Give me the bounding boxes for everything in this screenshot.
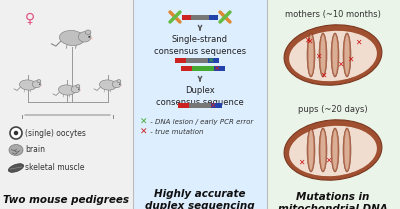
Text: Two mouse pedigrees: Two mouse pedigrees bbox=[3, 195, 129, 205]
Text: skeletal muscle: skeletal muscle bbox=[25, 163, 84, 172]
Ellipse shape bbox=[85, 30, 91, 34]
Ellipse shape bbox=[308, 130, 314, 170]
Ellipse shape bbox=[344, 130, 350, 170]
Ellipse shape bbox=[320, 130, 326, 170]
Text: Duplex
consensus sequence: Duplex consensus sequence bbox=[156, 86, 244, 107]
Ellipse shape bbox=[320, 35, 326, 75]
Text: ✕: ✕ bbox=[348, 55, 354, 64]
Ellipse shape bbox=[76, 84, 80, 88]
Ellipse shape bbox=[10, 127, 22, 139]
Bar bbox=[211, 102, 222, 107]
Ellipse shape bbox=[284, 25, 382, 85]
Ellipse shape bbox=[121, 85, 122, 86]
Text: ✕: ✕ bbox=[140, 117, 148, 126]
Bar bbox=[175, 57, 186, 62]
Text: ✕: ✕ bbox=[213, 64, 219, 73]
Bar bbox=[267, 0, 400, 209]
Bar bbox=[182, 14, 190, 19]
Text: Highly accurate
duplex sequencing: Highly accurate duplex sequencing bbox=[145, 189, 255, 209]
Ellipse shape bbox=[289, 126, 377, 176]
Ellipse shape bbox=[117, 80, 121, 83]
Ellipse shape bbox=[91, 38, 92, 39]
Ellipse shape bbox=[78, 32, 91, 42]
Ellipse shape bbox=[308, 35, 314, 75]
Ellipse shape bbox=[319, 128, 327, 172]
Text: pups (~20 days): pups (~20 days) bbox=[298, 105, 368, 114]
Ellipse shape bbox=[332, 35, 338, 75]
Ellipse shape bbox=[332, 130, 338, 170]
Text: ✕: ✕ bbox=[306, 37, 312, 46]
Text: brain: brain bbox=[25, 145, 45, 154]
Bar bbox=[192, 65, 214, 70]
Ellipse shape bbox=[37, 80, 41, 83]
Ellipse shape bbox=[88, 36, 90, 38]
Ellipse shape bbox=[8, 164, 24, 172]
Ellipse shape bbox=[41, 85, 42, 86]
Ellipse shape bbox=[331, 33, 339, 77]
Text: ✕: ✕ bbox=[320, 70, 327, 79]
Bar bbox=[133, 0, 267, 209]
Ellipse shape bbox=[59, 31, 85, 46]
Bar bbox=[178, 102, 188, 107]
Text: ✕: ✕ bbox=[355, 38, 362, 47]
Ellipse shape bbox=[284, 120, 382, 180]
Bar bbox=[208, 57, 218, 62]
Bar bbox=[186, 57, 208, 62]
Ellipse shape bbox=[344, 35, 350, 75]
Text: ✕: ✕ bbox=[209, 101, 215, 110]
Text: ✕: ✕ bbox=[325, 155, 332, 164]
Text: ✕: ✕ bbox=[298, 158, 304, 167]
Text: ✕: ✕ bbox=[315, 52, 321, 61]
Text: Single-strand
consensus sequences: Single-strand consensus sequences bbox=[154, 35, 246, 56]
Bar bbox=[0, 0, 133, 209]
Ellipse shape bbox=[307, 33, 315, 77]
Ellipse shape bbox=[119, 84, 120, 85]
Ellipse shape bbox=[58, 85, 76, 95]
Text: Mutations in
mitochondrial DNA
increase with age: Mutations in mitochondrial DNA increase … bbox=[278, 192, 388, 209]
Ellipse shape bbox=[289, 31, 377, 81]
Text: (single) oocytes: (single) oocytes bbox=[25, 129, 86, 138]
Ellipse shape bbox=[307, 128, 315, 172]
Ellipse shape bbox=[100, 80, 116, 90]
Text: ♀: ♀ bbox=[25, 11, 35, 25]
Bar bbox=[214, 65, 224, 70]
Ellipse shape bbox=[112, 81, 121, 88]
Ellipse shape bbox=[78, 89, 79, 90]
Text: mothers (~10 months): mothers (~10 months) bbox=[285, 10, 381, 19]
Text: - true mutation: - true mutation bbox=[148, 129, 204, 135]
Ellipse shape bbox=[319, 33, 327, 77]
Ellipse shape bbox=[343, 33, 351, 77]
Ellipse shape bbox=[39, 84, 40, 85]
Text: ✕: ✕ bbox=[207, 56, 213, 65]
Ellipse shape bbox=[9, 144, 23, 155]
Ellipse shape bbox=[331, 128, 339, 172]
Ellipse shape bbox=[80, 90, 81, 91]
Text: ✕: ✕ bbox=[304, 35, 310, 44]
Ellipse shape bbox=[20, 80, 36, 90]
Text: ✕: ✕ bbox=[338, 60, 344, 69]
Text: - DNA lesion / early PCR error: - DNA lesion / early PCR error bbox=[148, 119, 253, 125]
Ellipse shape bbox=[343, 128, 351, 172]
Bar bbox=[181, 65, 192, 70]
Ellipse shape bbox=[32, 81, 41, 88]
Bar bbox=[209, 14, 218, 19]
Ellipse shape bbox=[71, 86, 80, 93]
Ellipse shape bbox=[14, 131, 18, 135]
Bar bbox=[191, 14, 208, 19]
Text: ✕: ✕ bbox=[140, 127, 148, 136]
Bar bbox=[189, 102, 210, 107]
